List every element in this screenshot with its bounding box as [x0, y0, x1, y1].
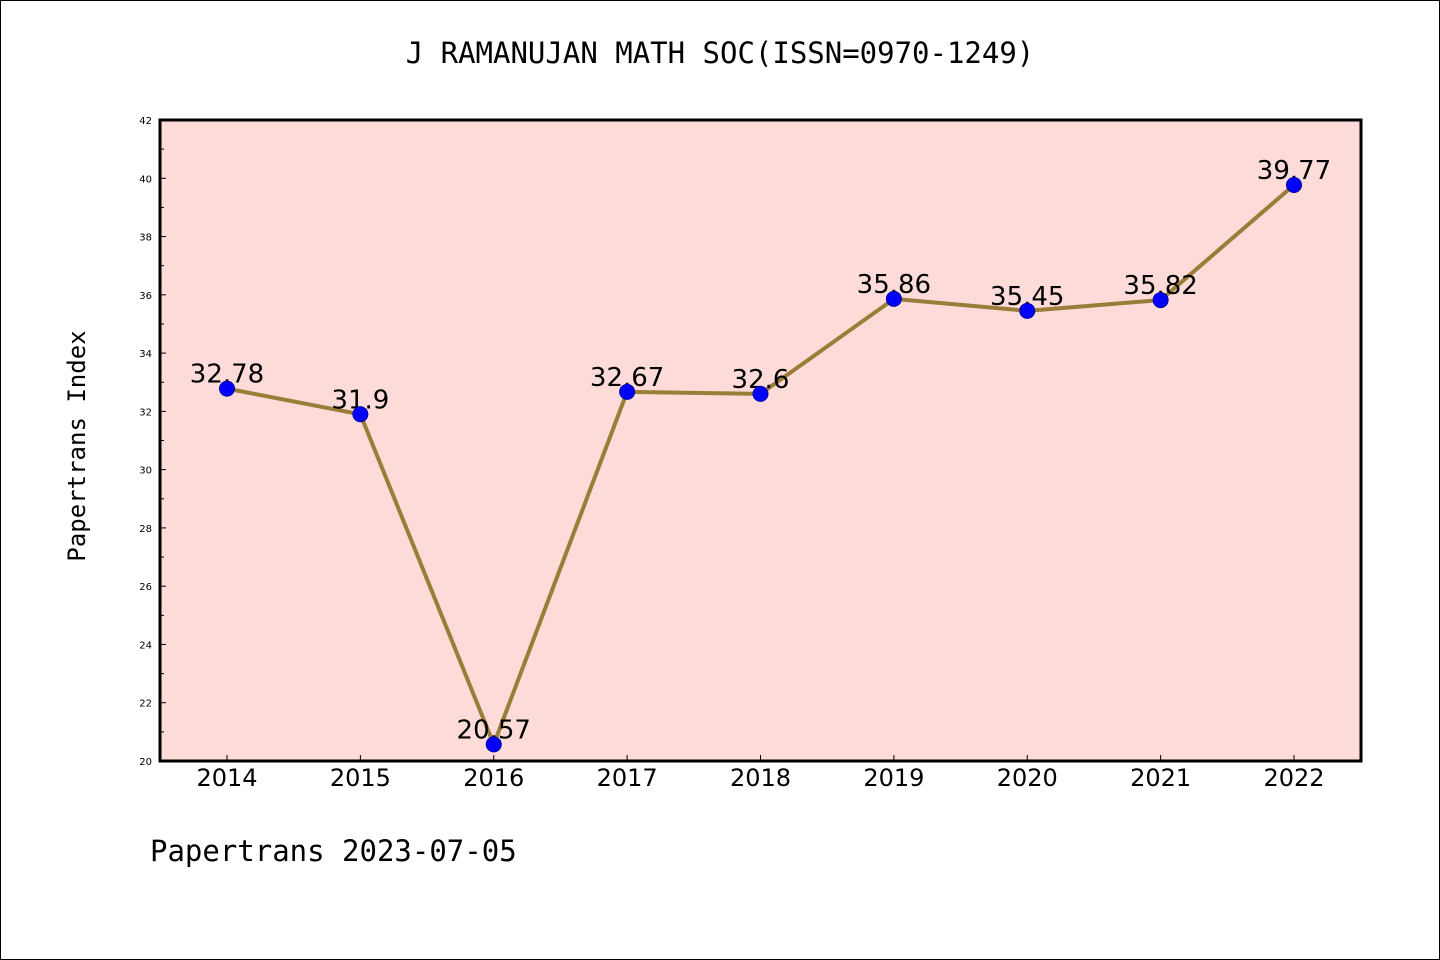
- data-point: [619, 383, 636, 400]
- x-tick-label: 2017: [597, 764, 658, 792]
- plot-area: [160, 120, 1361, 761]
- data-point: [885, 290, 902, 307]
- x-tick-label: 2021: [1130, 764, 1191, 792]
- y-tick-label: 22: [139, 699, 152, 710]
- y-tick-label: 34: [139, 349, 152, 360]
- y-tick-label: 30: [139, 466, 152, 477]
- y-tick-label: 36: [139, 291, 152, 302]
- series-line-segment: [1158, 182, 1296, 303]
- x-tick-label: 2018: [730, 764, 791, 792]
- data-point: [485, 736, 502, 753]
- x-tick-label: 2014: [196, 764, 257, 792]
- x-tick-label: 2016: [463, 764, 524, 792]
- data-point: [752, 385, 769, 402]
- y-tick-label: 24: [139, 640, 152, 651]
- y-tick-label: 20: [139, 757, 152, 768]
- series-line-segment: [625, 389, 763, 396]
- data-point: [352, 406, 369, 423]
- x-tick-label: 2020: [997, 764, 1058, 792]
- series-line-segment: [891, 296, 1030, 313]
- series-line-segment: [758, 296, 896, 396]
- data-point: [1019, 302, 1036, 319]
- x-tick-label: 2022: [1263, 764, 1324, 792]
- y-tick-label: 40: [139, 174, 152, 185]
- data-point: [1152, 292, 1169, 309]
- plot-border: [158, 118, 1363, 763]
- series-line-segment: [358, 412, 496, 747]
- y-tick-label: 26: [139, 582, 152, 593]
- y-tick-label: 42: [139, 116, 152, 127]
- y-tick-label: 28: [139, 524, 152, 535]
- chart-title: J RAMANUJAN MATH SOC(ISSN=0970-1249): [405, 36, 1035, 70]
- series-line-segment: [491, 389, 630, 747]
- series-line-segment: [1025, 298, 1163, 313]
- data-point: [219, 380, 235, 397]
- footer-note: Papertrans 2023-07-05: [150, 834, 517, 868]
- x-tick-label: 2015: [330, 764, 391, 792]
- data-point: [1286, 176, 1302, 193]
- x-tick-label: 2019: [863, 764, 924, 792]
- y-tick-label: 38: [139, 233, 152, 244]
- series-line-segment: [225, 386, 363, 417]
- y-tick-label: 32: [139, 407, 152, 418]
